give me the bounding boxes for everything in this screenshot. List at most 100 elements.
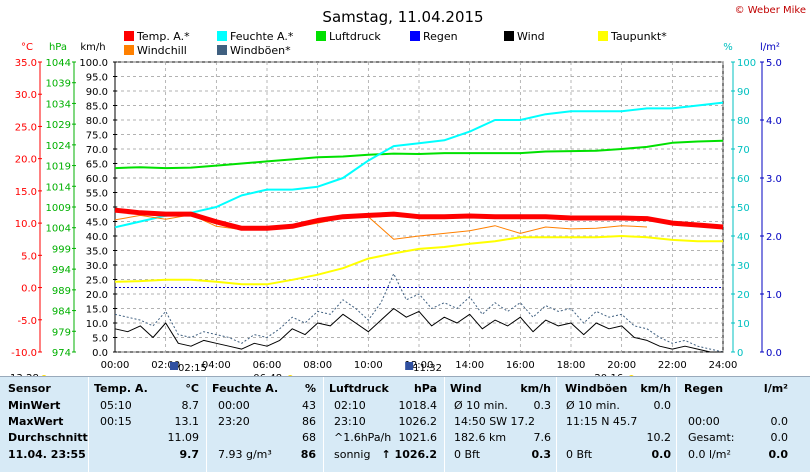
marker-t1: 02:15 [178, 363, 207, 374]
marker-t3-icon [405, 362, 414, 370]
temp-tick-label: 30.0 [15, 90, 37, 101]
pressure-tick-label: 974 [52, 348, 71, 359]
row-label: MinWert [8, 399, 61, 412]
x-tick-label: 22:00 [658, 360, 687, 371]
wind-value: 0.3 [533, 399, 552, 412]
row-label: MaxWert [8, 415, 64, 428]
temp-left: 05:10 [100, 399, 132, 412]
grid [114, 61, 724, 353]
header-gust: Windböen [565, 382, 628, 395]
header-temp-unit: °C [185, 382, 199, 395]
gust-left: Ø 10 min. [566, 399, 620, 412]
hum-left: 00:00 [218, 399, 250, 412]
rain-left: 0.0 l/m² [688, 448, 731, 461]
temp-tick-label: -5.0 [17, 316, 37, 327]
hum-value: 86 [300, 448, 316, 461]
legend-swatch [217, 31, 227, 41]
legend-swatch [598, 31, 608, 41]
gust-value: 10.2 [646, 431, 672, 444]
column-divider [556, 377, 557, 472]
header-gust-unit: km/h [640, 382, 671, 395]
hum-value: 86 [302, 415, 316, 428]
press-left: 23:10 [334, 415, 366, 428]
legend-item: Temp. A.* [124, 30, 190, 43]
temp-left: 00:15 [100, 415, 132, 428]
wind-tick-label: 55.0 [86, 189, 108, 200]
series-tempa [114, 207, 724, 231]
weather-chart: Samstag, 11.04.2015 © Weber Mike 35.0 30.… [10, 5, 806, 376]
humidity-tick-label: 80 [737, 116, 750, 127]
temp-value: 9.7 [179, 448, 200, 461]
press-left: sonnig [334, 448, 371, 461]
legend-label: Windböen* [230, 44, 291, 57]
hum-left: 7.93 g/m³ [218, 448, 272, 461]
humidity-tick-label: 20 [737, 290, 750, 301]
wind-tick-label: 20.0 [86, 290, 108, 301]
hum-value: 43 [302, 399, 316, 412]
wind-tick-label: 85.0 [86, 102, 108, 113]
rain-value: 0.0 [770, 431, 789, 444]
header-hum: Feuchte A. [212, 382, 279, 395]
pressure-tick-label: 984 [52, 307, 71, 318]
legend-item: Luftdruck [316, 30, 381, 43]
humidity-tick-label: 10 [737, 319, 750, 330]
header-wind-unit: km/h [520, 382, 551, 395]
wind-tick-label: 50.0 [86, 203, 108, 214]
time-markers: 13:28 02:15 06:48 11:32 20:16 [10, 362, 634, 376]
legend-label: Regen [423, 30, 458, 43]
legend-label: Feuchte A.* [230, 30, 294, 43]
legend-swatch [217, 45, 227, 55]
press-value: ↑ 1026.2 [381, 448, 438, 461]
rain-tick-label: 4.0 [766, 116, 782, 127]
press-value: 1021.6 [398, 431, 438, 444]
wind-tick-label: 10.0 [86, 319, 108, 330]
x-tick-label: 14:00 [455, 360, 484, 371]
sunrise-icon [288, 375, 293, 376]
temp-tick-label: 0.0 [21, 284, 37, 295]
x-tick-label: 18:00 [557, 360, 586, 371]
wind-tick-label: 80.0 [86, 116, 108, 127]
header-temp: Temp. A. [94, 382, 148, 395]
pressure-tick-label: 1024 [46, 141, 71, 152]
temp-value: 13.1 [174, 415, 200, 428]
series-windben [114, 273, 724, 353]
legend-swatch [316, 31, 326, 41]
humidity-tick-label: 90 [737, 87, 750, 98]
series-layer [114, 101, 724, 353]
wind-tick-label: 5.0 [92, 334, 108, 345]
pressure-tick-label: 989 [52, 286, 71, 297]
x-tick-label: 12:00 [405, 360, 434, 371]
column-divider [88, 377, 89, 472]
rain-left: 00:00 [688, 415, 720, 428]
gust-left: 11:15 N 45.7 [566, 415, 638, 428]
legend-swatch [504, 31, 514, 41]
rain-value: 0.0 [768, 448, 789, 461]
press-value: 1026.2 [398, 415, 438, 428]
header-rain-unit: l/m² [763, 382, 788, 395]
humidity-tick-label: 0 [737, 348, 743, 359]
humidity-tick-label: 70 [737, 145, 750, 156]
legend-swatch [124, 45, 134, 55]
wind-tick-label: 65.0 [86, 160, 108, 171]
rain-tick-label: 3.0 [766, 174, 782, 185]
rain-tick-label: 2.0 [766, 232, 782, 243]
temp-tick-label: 35.0 [15, 58, 37, 69]
series-luftdruck [114, 139, 724, 170]
series-wind [114, 308, 723, 353]
legend-swatch [410, 31, 420, 41]
legend-item: Windchill [124, 44, 187, 57]
x-tick-label: 24:00 [709, 360, 738, 371]
pressure-tick-label: 1004 [46, 224, 71, 235]
temp-tick-label: 25.0 [15, 122, 37, 133]
wind-left: Ø 10 min. [454, 399, 508, 412]
header-sensor: Sensor [8, 382, 51, 395]
legend-label: Wind [517, 30, 545, 43]
wind-tick-label: 45.0 [86, 218, 108, 229]
humidity-tick-label: 40 [737, 232, 750, 243]
humidity-tick-label: 100 [737, 58, 756, 69]
legend-item: Feuchte A.* [217, 30, 293, 43]
x-tick-label: 04:00 [202, 360, 231, 371]
temp-value: 11.09 [167, 431, 200, 444]
x-tick-label: 08:00 [303, 360, 332, 371]
wind-tick-label: 15.0 [86, 305, 108, 316]
